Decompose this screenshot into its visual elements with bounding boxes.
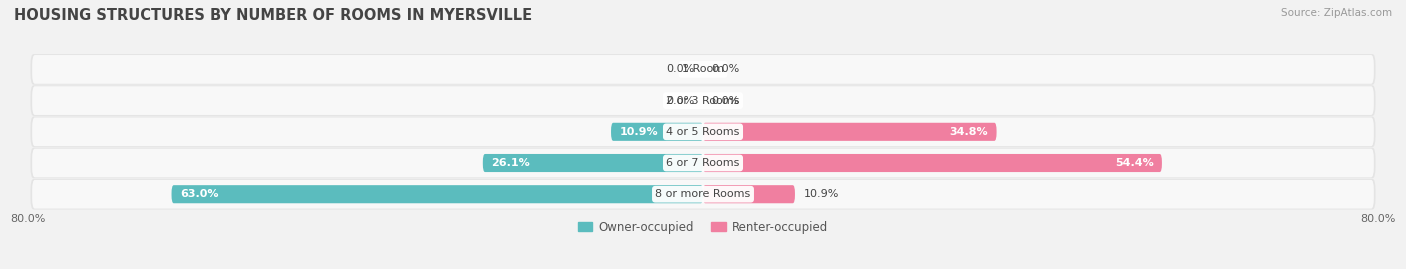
FancyBboxPatch shape xyxy=(32,118,1374,146)
Text: 10.9%: 10.9% xyxy=(620,127,658,137)
Text: 0.0%: 0.0% xyxy=(666,95,695,106)
FancyBboxPatch shape xyxy=(482,154,703,172)
FancyBboxPatch shape xyxy=(703,154,1161,172)
Text: 6 or 7 Rooms: 6 or 7 Rooms xyxy=(666,158,740,168)
FancyBboxPatch shape xyxy=(31,116,1375,147)
FancyBboxPatch shape xyxy=(32,180,1374,208)
Text: 54.4%: 54.4% xyxy=(1115,158,1153,168)
Legend: Owner-occupied, Renter-occupied: Owner-occupied, Renter-occupied xyxy=(574,216,832,238)
Text: 26.1%: 26.1% xyxy=(491,158,530,168)
FancyBboxPatch shape xyxy=(31,85,1375,116)
Text: 0.0%: 0.0% xyxy=(711,64,740,75)
Text: Source: ZipAtlas.com: Source: ZipAtlas.com xyxy=(1281,8,1392,18)
FancyBboxPatch shape xyxy=(31,54,1375,85)
Text: 34.8%: 34.8% xyxy=(949,127,988,137)
FancyBboxPatch shape xyxy=(32,55,1374,84)
Text: 2 or 3 Rooms: 2 or 3 Rooms xyxy=(666,95,740,106)
Text: 4 or 5 Rooms: 4 or 5 Rooms xyxy=(666,127,740,137)
FancyBboxPatch shape xyxy=(703,185,794,203)
Text: HOUSING STRUCTURES BY NUMBER OF ROOMS IN MYERSVILLE: HOUSING STRUCTURES BY NUMBER OF ROOMS IN… xyxy=(14,8,533,23)
FancyBboxPatch shape xyxy=(172,185,703,203)
Text: 63.0%: 63.0% xyxy=(180,189,218,199)
Text: 10.9%: 10.9% xyxy=(803,189,839,199)
FancyBboxPatch shape xyxy=(32,86,1374,115)
Text: 0.0%: 0.0% xyxy=(711,95,740,106)
FancyBboxPatch shape xyxy=(31,179,1375,210)
Text: 8 or more Rooms: 8 or more Rooms xyxy=(655,189,751,199)
Text: 1 Room: 1 Room xyxy=(682,64,724,75)
FancyBboxPatch shape xyxy=(32,149,1374,177)
FancyBboxPatch shape xyxy=(612,123,703,141)
FancyBboxPatch shape xyxy=(703,123,997,141)
Text: 0.0%: 0.0% xyxy=(666,64,695,75)
FancyBboxPatch shape xyxy=(31,148,1375,178)
